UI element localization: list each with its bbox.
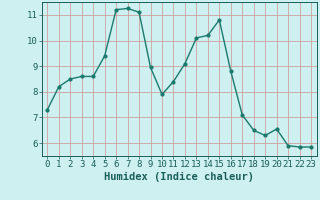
X-axis label: Humidex (Indice chaleur): Humidex (Indice chaleur) — [104, 172, 254, 182]
